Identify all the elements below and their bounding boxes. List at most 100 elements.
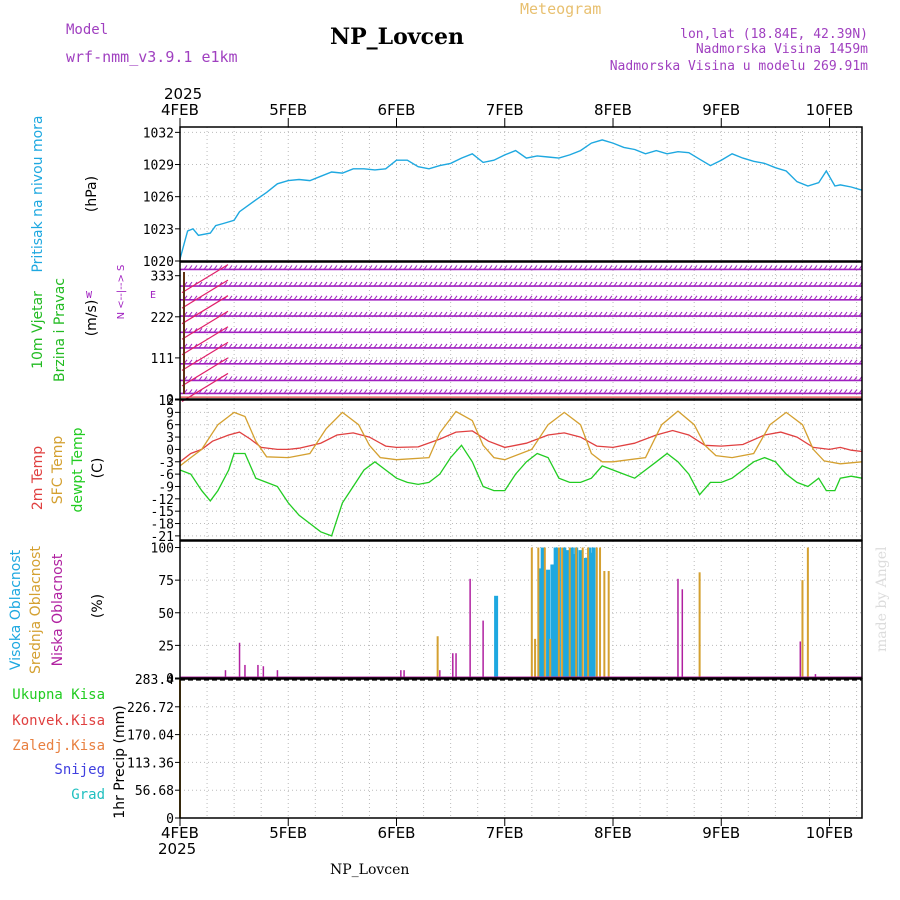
cloud-bar: [537, 547, 540, 678]
cloud-bar: [801, 580, 804, 678]
y-tick-label: 0: [166, 672, 174, 687]
cloud-bar: [561, 547, 564, 678]
cloud-bar: [587, 547, 592, 678]
cloud-bar: [455, 653, 457, 678]
dewpt-ylabel: dewpt Temp: [70, 427, 86, 512]
cloud-bar: [575, 547, 578, 678]
wind-compass-w: W: [86, 290, 93, 301]
wind-barb-ticks: [183, 389, 863, 394]
wind-arrow: [181, 357, 229, 387]
cloud-bar: [452, 653, 454, 678]
y-tick-label: 1023: [143, 223, 174, 238]
bottom-axis-date-label: 9FEB: [702, 824, 740, 842]
y-tick-label: 1029: [143, 159, 174, 174]
panel-frame: [179, 126, 863, 262]
cloud-bar: [572, 554, 577, 678]
cloud-bar: [806, 547, 809, 678]
cloud-bar: [262, 666, 265, 678]
pressure-line: [179, 139, 863, 260]
cloud-bar: [583, 557, 588, 678]
y-tick-label: 113.36: [127, 756, 174, 771]
temperature-line: [179, 444, 863, 537]
wind-barb-ticks: [183, 359, 863, 365]
frame-layer: [175, 118, 863, 826]
wind-ylabel-2: Brzina i Pravac: [52, 278, 68, 382]
y-tick-label: 25: [158, 639, 174, 654]
precip-legend-item: Grad: [71, 787, 105, 803]
top-axis-date-label: 8FEB: [594, 101, 632, 119]
cloud-bar: [224, 670, 227, 678]
y-tick-label: 6: [166, 419, 174, 434]
cloud-bar: [603, 571, 606, 678]
low-cloud-ylabel: Niska Oblacnost: [50, 553, 66, 666]
app-title: Meteogram: [520, 0, 601, 18]
y-tick-label: 3: [166, 431, 174, 446]
panel-frame: [179, 399, 863, 541]
footer-station: NP_Lovcen: [330, 862, 409, 878]
wind-arrow: [181, 310, 229, 340]
y-tick-label: 283.4: [135, 673, 174, 688]
top-axis-date-label: 10FEB: [806, 101, 853, 119]
y-tick-label: 1032: [143, 126, 174, 141]
cloud-bar: [698, 572, 701, 678]
precip-ylabel: 1hr Precip (mm): [112, 705, 128, 818]
cloud-bar: [549, 638, 552, 678]
label-layer: 102010231026102910320111222333129630-3-6…: [8, 85, 853, 858]
pressure-ylabel: Pritisak na nivou mora: [30, 115, 46, 272]
model-elevation-text: Nadmorska Visina u modelu 269.91m: [610, 59, 868, 74]
cloud-bar: [257, 664, 259, 678]
top-axis-date-label: 4FEB: [161, 101, 199, 119]
cloud-bar: [599, 547, 602, 678]
wind-barb-ticks: [183, 311, 863, 317]
pressure-units: (hPa): [84, 176, 100, 212]
y-tick-label: -18: [151, 518, 174, 533]
panel-frame: [179, 261, 863, 400]
bottom-axis-date-label: 7FEB: [486, 824, 524, 842]
cloud-bar: [436, 636, 439, 678]
cloud-bar: [276, 670, 279, 678]
wind-arrow: [181, 326, 229, 356]
cloud-bar: [799, 641, 802, 678]
wind-barb-ticks: [183, 328, 863, 333]
y-tick-label: 75: [158, 574, 174, 589]
data-layer: [179, 139, 863, 818]
cloud-bar: [540, 547, 545, 678]
bottom-axis-date-label: 4FEB: [161, 824, 199, 842]
model-label: Model: [66, 22, 108, 38]
cloud-bar: [538, 568, 543, 678]
precip-legend-item: Konvek.Kisa: [12, 713, 105, 729]
cloud-bar: [607, 571, 610, 678]
y-tick-label: -15: [151, 505, 174, 520]
y-tick-label: 222: [151, 311, 174, 326]
cloud-bar: [814, 674, 817, 678]
y-tick-label: 226.72: [127, 701, 174, 716]
cloud-bar: [550, 564, 555, 678]
y-tick-label: -9: [158, 480, 174, 495]
top-axis-date-label: 6FEB: [378, 101, 416, 119]
cloud-bar: [534, 638, 537, 678]
wind-arrow: [181, 264, 229, 294]
y-tick-label: 1026: [143, 191, 174, 206]
elevation-text: Nadmorska Visina 1459m: [696, 42, 868, 57]
y-tick-label: 0: [166, 812, 174, 827]
precip-legend-item: Ukupna Kisa: [12, 687, 105, 703]
cloud-bar: [557, 547, 560, 678]
y-tick-label: 0: [166, 393, 174, 408]
cloud-bar: [569, 547, 574, 678]
cloud-bar: [562, 547, 567, 678]
wind-barb-ticks: [183, 281, 863, 287]
credit-text: made by Angel: [874, 546, 890, 652]
wind-barb-ticks: [183, 265, 863, 270]
precip-legend-item: Zaledj.Kisa: [12, 738, 105, 754]
y-tick-label: 1020: [143, 255, 174, 270]
y-tick-label: 333: [151, 270, 174, 285]
wind-barb-ticks: [183, 343, 863, 349]
y-tick-label: -12: [151, 493, 174, 508]
y-tick-label: -6: [158, 468, 174, 483]
cloud-bar: [587, 547, 590, 678]
panel-frame: [179, 678, 863, 819]
bottom-axis-date-label: 6FEB: [378, 824, 416, 842]
cloud-bar: [681, 589, 684, 678]
cloud-bar: [238, 642, 241, 678]
